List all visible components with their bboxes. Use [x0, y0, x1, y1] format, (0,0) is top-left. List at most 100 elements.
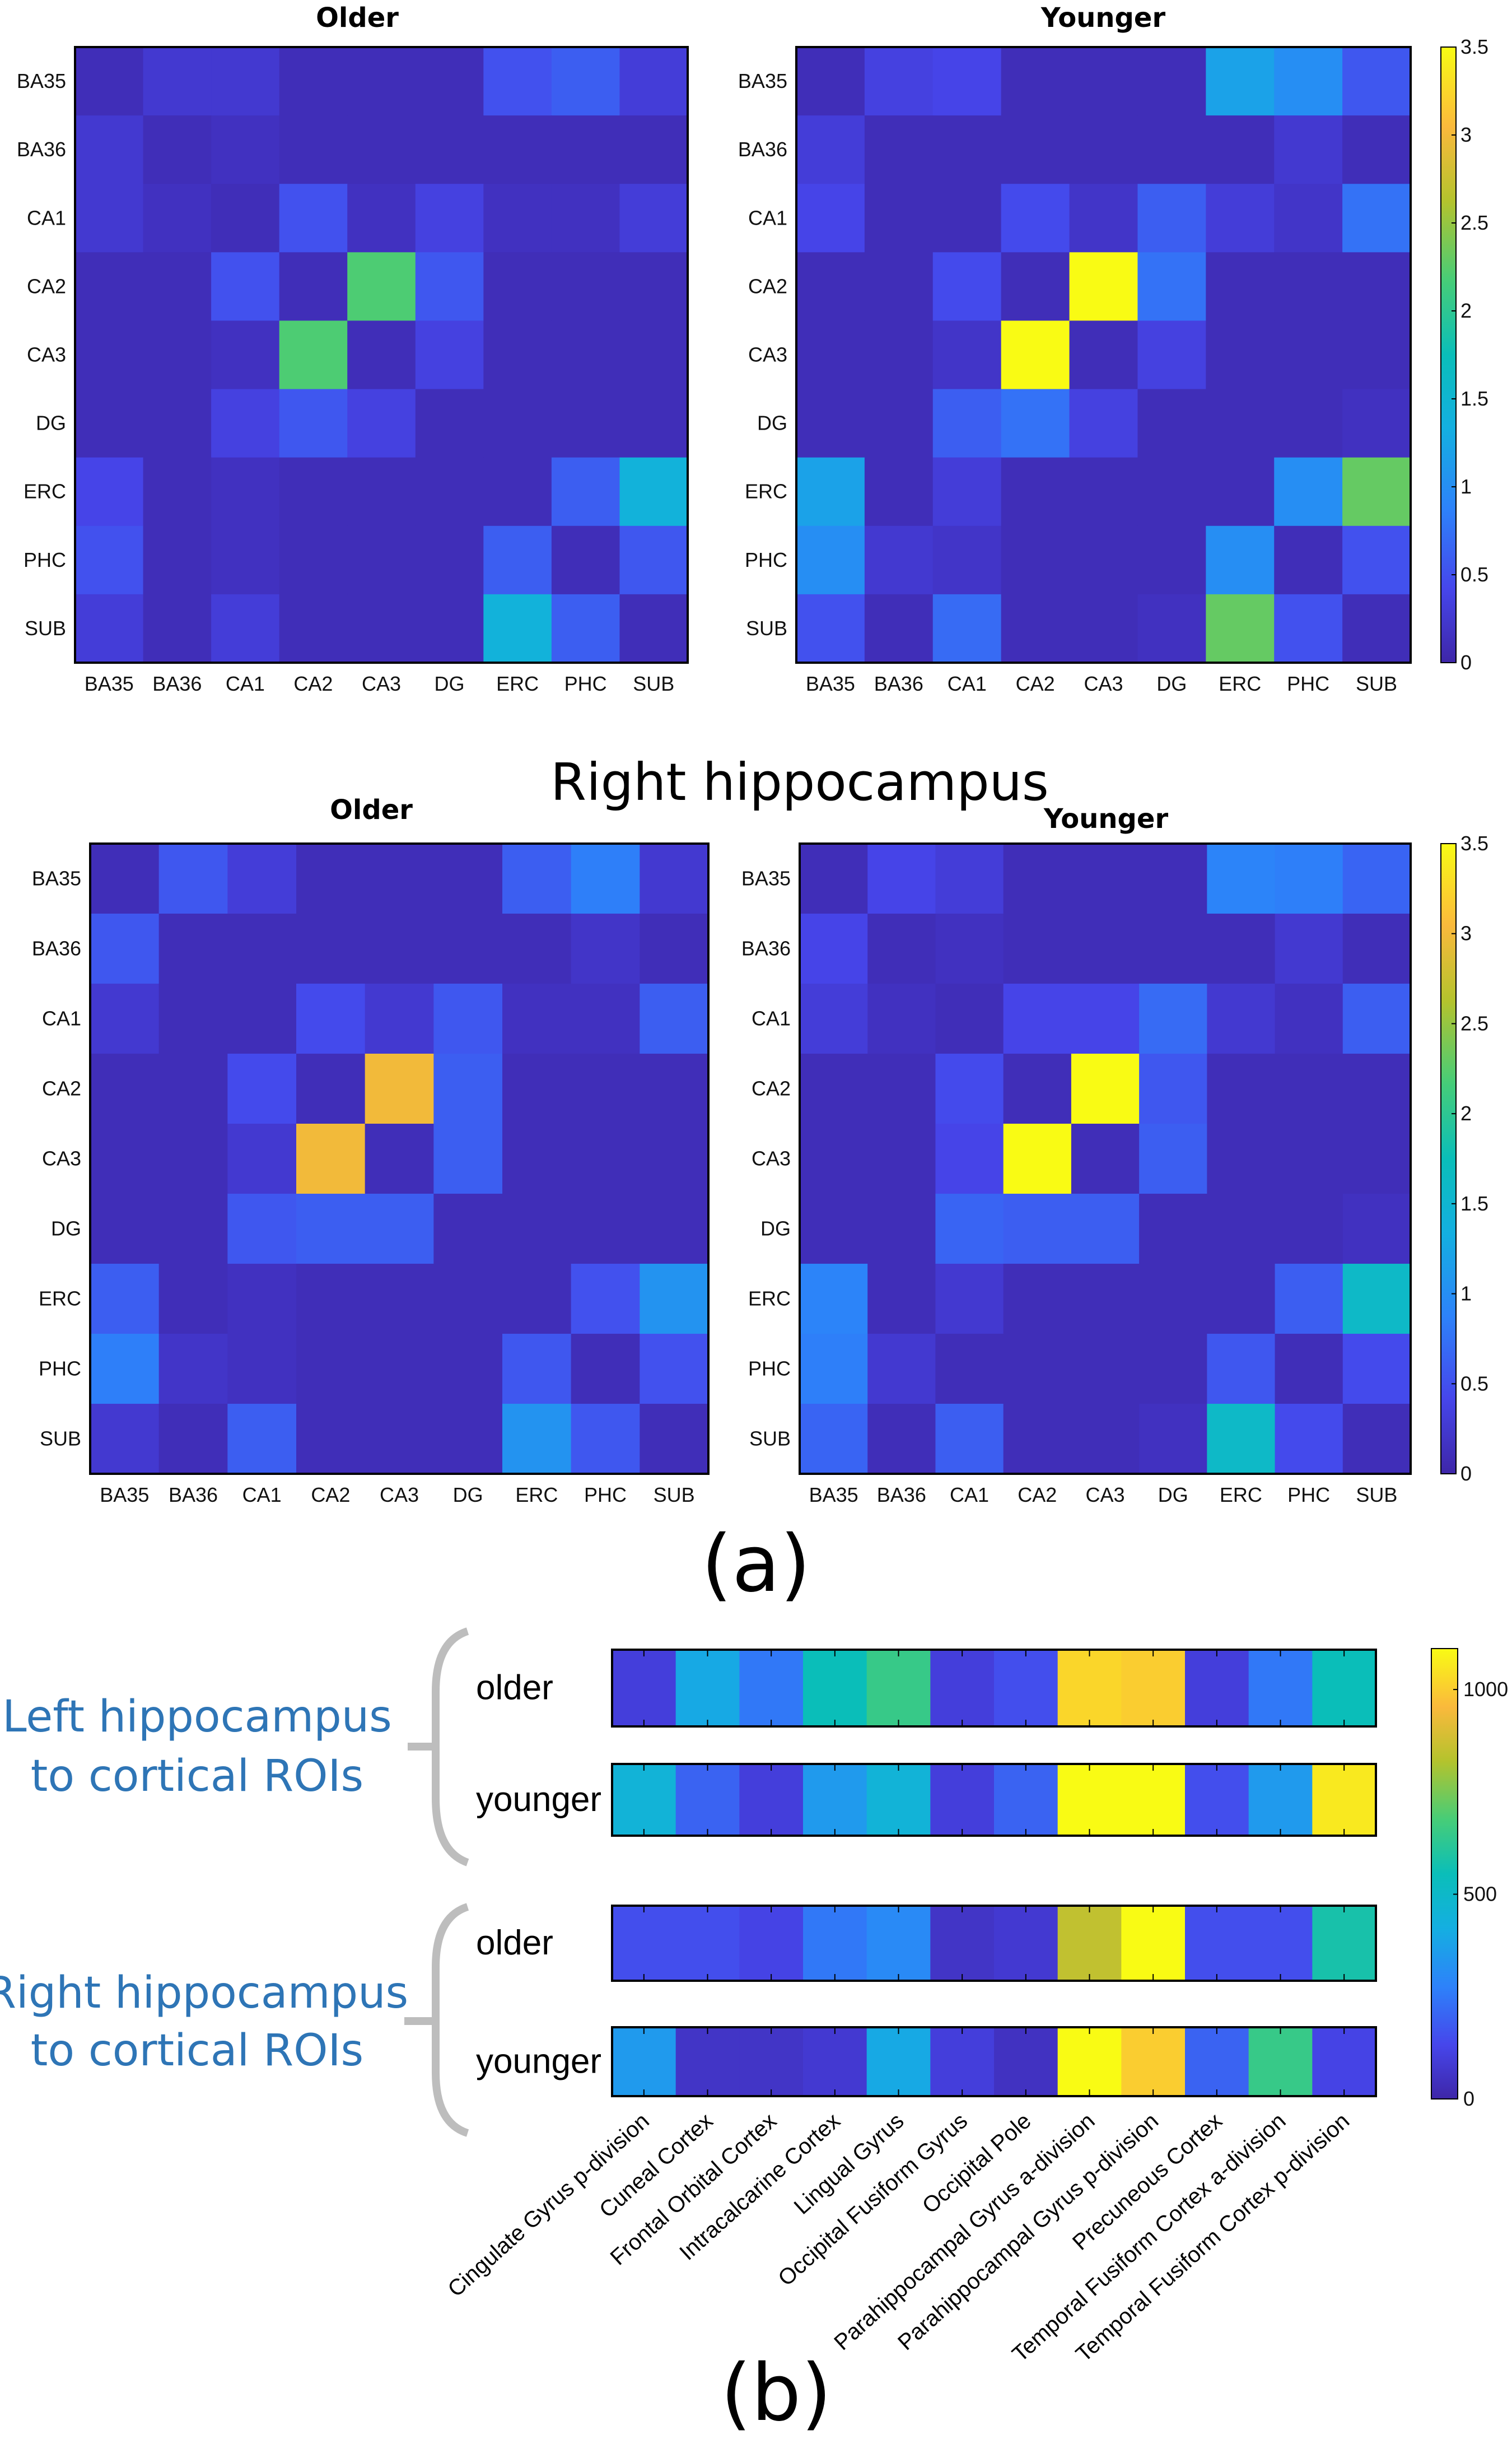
y-tick-label: DG	[51, 1217, 81, 1240]
y-tick-label: ERC	[39, 1287, 81, 1310]
heatmap-cell	[1248, 1906, 1313, 1981]
x-tick-label: ERC	[515, 1483, 558, 1506]
heatmap-title: Older	[330, 794, 413, 826]
heatmap-cell	[1312, 2027, 1376, 2096]
colorbar-tick-label: 500	[1463, 1883, 1497, 1906]
heatmap-cell	[1342, 320, 1411, 390]
heatmap-cell	[1139, 1264, 1207, 1334]
heatmap-cell	[365, 1054, 434, 1124]
heatmap-cell	[365, 844, 434, 914]
heatmap-cell	[502, 1334, 572, 1404]
heatmap-cell	[796, 252, 865, 321]
heatmap-cell	[867, 844, 936, 914]
heatmap-cell	[75, 457, 144, 527]
y-tick-label: PHC	[24, 548, 66, 571]
x-tick-label: CA3	[1085, 1483, 1124, 1506]
heatmap-cell	[1071, 914, 1140, 984]
y-tick-label: BA36	[17, 138, 66, 161]
heatmap-cell	[1003, 984, 1072, 1054]
y-tick-label: CA3	[752, 1147, 791, 1170]
heatmap-cell	[1069, 389, 1138, 458]
heatmap-cell	[415, 320, 484, 390]
heatmap-cell	[1274, 47, 1343, 116]
heatmap-cell	[571, 1124, 640, 1194]
x-tick-label: CA2	[1016, 672, 1055, 695]
x-tick-label: CA2	[1018, 1483, 1057, 1506]
x-tick-label: DG	[1156, 672, 1187, 695]
group-label: Right hippocampus	[0, 1968, 408, 2018]
heatmap-cell	[640, 1124, 709, 1194]
heatmap-cell	[1057, 2027, 1122, 2096]
x-tick-label: PHC	[1287, 672, 1329, 695]
heatmap-cell	[143, 389, 212, 458]
heatmap-cell	[619, 594, 688, 663]
heatmap-cell	[867, 1404, 936, 1474]
heatmap-cell	[433, 1404, 503, 1474]
heatmap-cell	[1057, 1906, 1122, 1981]
heatmap-cell	[483, 594, 552, 663]
heatmap-cell	[1001, 320, 1070, 390]
heatmap-2: Older BA35 BA36 CA1 CA2 CA3 DG ERC PHC SUB BA35 BA3…	[32, 794, 710, 1506]
heatmap-cell	[796, 389, 865, 458]
heatmap-cell	[932, 389, 1002, 458]
heatmap-cell	[296, 1194, 366, 1264]
y-tick-label: CA1	[748, 206, 787, 229]
heatmap-cell	[1069, 115, 1138, 184]
heatmap-cell	[211, 252, 280, 321]
heatmap-cell	[433, 914, 503, 984]
heatmap-cell	[483, 525, 552, 595]
roi-label: Cuneal Cortex	[595, 2108, 717, 2223]
heatmap-cell	[800, 1404, 868, 1474]
y-tick-label: SUB	[40, 1427, 81, 1450]
x-tick-label: BA35	[100, 1483, 149, 1506]
x-tick-label: BA36	[152, 672, 202, 695]
heatmap-cell	[1275, 1124, 1343, 1194]
heatmap-cell	[415, 389, 484, 458]
heatmap-cell	[347, 252, 416, 321]
heatmap-cell	[612, 1764, 676, 1836]
right-hippocampus-heading: Right hippocampus	[550, 752, 1049, 812]
heatmap-cell	[935, 1264, 1004, 1334]
heatmap-cell	[158, 984, 228, 1054]
heatmap-cell	[864, 457, 934, 527]
heatmap-cell	[864, 525, 934, 595]
axes-box	[74, 46, 689, 664]
heatmap-cell	[90, 1264, 160, 1334]
heatmap-cell	[279, 184, 348, 253]
heatmap-cell	[1069, 320, 1138, 390]
heatmap-cell	[143, 115, 212, 184]
heatmap-cell	[551, 457, 620, 527]
colorbar-tick-label: 2	[1460, 1102, 1472, 1125]
panel-b-label: (b)	[721, 2348, 832, 2439]
heatmap-cell	[935, 1194, 1004, 1264]
heatmap-cell	[1071, 1194, 1140, 1264]
x-tick-label: PHC	[584, 1483, 627, 1506]
heatmap-cell	[1275, 1054, 1343, 1124]
heatmap-cell	[158, 1404, 228, 1474]
heatmap-cell	[1342, 525, 1411, 595]
heatmap-cell	[867, 1124, 936, 1194]
heatmap-cell	[1207, 1334, 1276, 1404]
heatmap-cell	[1274, 457, 1343, 527]
y-tick-label: CA3	[42, 1147, 81, 1170]
x-tick-label: SUB	[633, 672, 674, 695]
heatmap-cell	[619, 252, 688, 321]
heatmap-cell	[347, 320, 416, 390]
heatmap-cell	[1274, 594, 1343, 663]
heatmap-cell	[994, 1906, 1058, 1981]
heatmap-cell	[867, 1054, 936, 1124]
axes-box	[89, 842, 710, 1475]
heatmap-cell	[296, 1124, 366, 1194]
x-tick-label: CA3	[380, 1483, 419, 1506]
heatmap-cell	[1207, 1124, 1276, 1194]
colorbar-tick-label: 1.5	[1460, 1192, 1488, 1215]
heatmap-cell	[866, 1650, 931, 1726]
y-tick-label: BA36	[738, 138, 787, 161]
heatmap-cell	[612, 1906, 676, 1981]
heatmap-cell	[1248, 2027, 1313, 2096]
heatmap-cell	[1069, 252, 1138, 321]
heatmap-cell	[1207, 914, 1276, 984]
roi-label: Lingual Gyrus	[790, 2108, 909, 2219]
panel-a-label: (a)	[701, 1519, 810, 1610]
heatmap-cell	[1139, 984, 1207, 1054]
